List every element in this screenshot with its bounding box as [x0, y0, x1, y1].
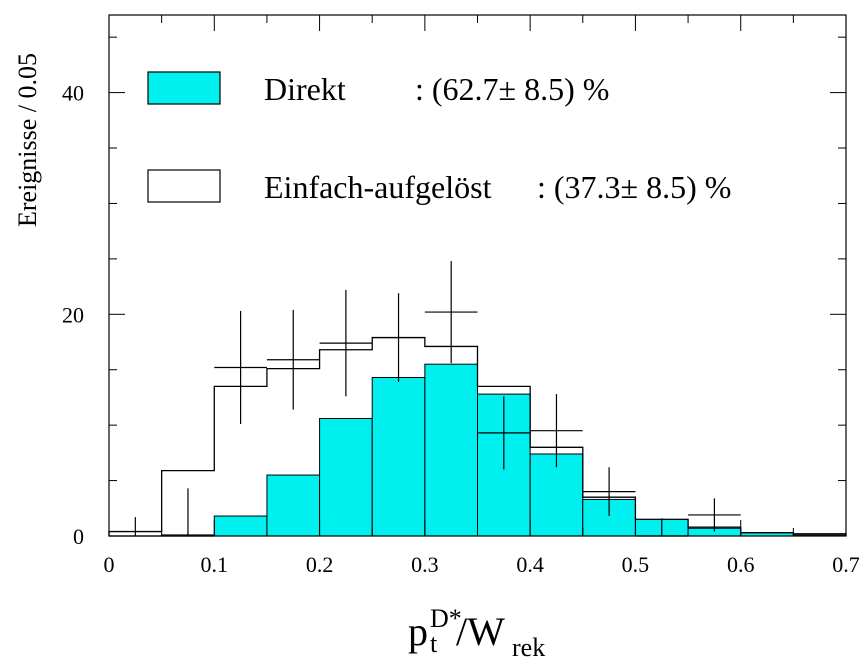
x-label-rest: /W: [456, 609, 505, 654]
y-axis-label: Ereignisse / 0.05: [13, 53, 42, 227]
data-point: [109, 517, 162, 537]
data-point: [266, 309, 320, 410]
x-label-rest-subscript: rek: [512, 633, 545, 659]
direkt-bar: [266, 474, 321, 537]
legend-entry-direkt: Direkt : (62.7± 8.5) %: [147, 71, 609, 107]
x-tick-label: 0.2: [306, 552, 334, 577]
direkt-bar: [213, 515, 268, 537]
data-point: [530, 394, 583, 468]
direkt-bar: [319, 417, 373, 537]
x-axis-label: p D* t /W rek: [408, 604, 545, 659]
x-tick-label: 0.3: [411, 552, 439, 577]
legend-label-direkt: Direkt: [264, 71, 346, 107]
y-tick-label: 20: [62, 302, 84, 327]
axis-ticks: [108, 15, 847, 537]
x-label-superscript: D*: [430, 604, 462, 633]
legend-entry-einfach: Einfach-aufgelöst : (37.3± 8.5) %: [147, 169, 731, 205]
x-tick-label: 0.7: [832, 552, 860, 577]
data-point: [161, 488, 215, 537]
x-tick-label: 0.6: [727, 552, 755, 577]
axis-tick-labels: 0 0.1 0.2 0.3 0.4 0.5 0.6 0.7 0 20 40: [62, 81, 860, 577]
data-point: [477, 396, 531, 470]
direkt-bar: [371, 376, 426, 537]
x-tick-label: 0.4: [516, 552, 544, 577]
legend-value-einfach: : (37.3± 8.5) %: [537, 169, 731, 205]
direkt-bars: [161, 363, 847, 537]
x-label-subscript: t: [430, 629, 438, 658]
y-tick-label: 0: [73, 524, 84, 549]
data-point: [214, 310, 267, 425]
x-tick-label: 0.5: [622, 552, 650, 577]
direkt-bar: [424, 363, 479, 537]
data-point: [688, 498, 741, 532]
legend-swatch-einfach: [147, 169, 221, 203]
x-tick-label: 0: [104, 552, 115, 577]
x-label-main: p: [408, 609, 428, 654]
legend-value-direkt: : (62.7± 8.5) %: [415, 71, 609, 107]
x-tick-label: 0.1: [201, 552, 229, 577]
legend-swatch-direkt: [147, 71, 221, 105]
y-tick-label: 40: [62, 81, 84, 106]
legend-label-einfach: Einfach-aufgelöst: [264, 169, 492, 205]
data-point: [319, 289, 373, 397]
data-point: [372, 293, 425, 382]
legend: Direkt : (62.7± 8.5) % Einfach-aufgelöst : …: [147, 71, 731, 205]
data-point: [582, 467, 636, 517]
data-point: [424, 261, 478, 364]
